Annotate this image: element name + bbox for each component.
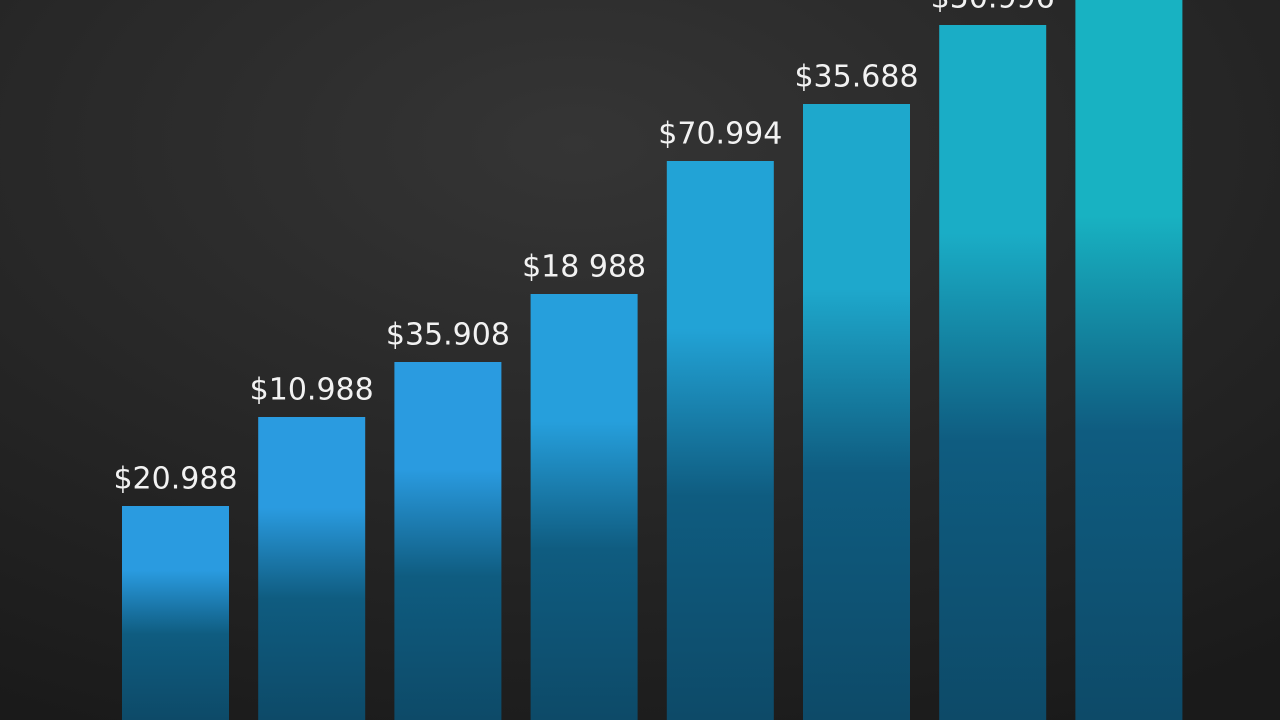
bar-label: $35.908 — [386, 318, 510, 353]
bar-label: $18 988 — [522, 250, 646, 285]
bar-label: $70.994 — [658, 117, 782, 152]
bar-label: $35.688 — [794, 60, 918, 95]
bar-label: $10.988 — [250, 373, 374, 408]
bar — [939, 25, 1047, 720]
bar — [1075, 0, 1183, 720]
bar — [666, 161, 774, 720]
bar — [803, 104, 910, 720]
bar — [258, 417, 366, 720]
bar-label: $20.988 — [113, 462, 237, 497]
bar-label: $50.996 — [931, 0, 1055, 16]
bar — [530, 294, 638, 720]
bar — [394, 362, 502, 720]
bar — [122, 506, 229, 720]
